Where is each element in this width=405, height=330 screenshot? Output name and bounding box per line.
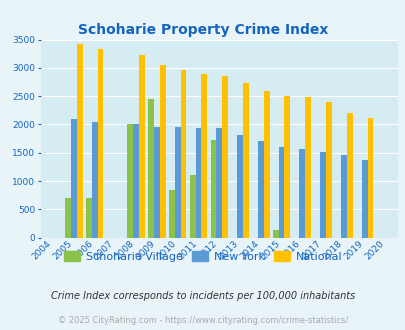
Bar <box>298 149 305 238</box>
Bar <box>242 83 248 238</box>
Bar <box>92 122 97 238</box>
Bar <box>168 189 175 238</box>
Bar <box>305 97 310 238</box>
Bar <box>340 155 346 238</box>
Text: Crime Index corresponds to incidents per 100,000 inhabitants: Crime Index corresponds to incidents per… <box>51 291 354 301</box>
Bar <box>139 55 145 238</box>
Text: Schoharie Property Crime Index: Schoharie Property Crime Index <box>78 23 327 37</box>
Bar <box>361 160 367 238</box>
Bar <box>278 147 284 238</box>
Bar <box>222 76 227 238</box>
Bar <box>189 175 195 238</box>
Bar <box>97 49 103 238</box>
Legend: Schoharie Village, New York, National: Schoharie Village, New York, National <box>59 247 346 267</box>
Bar <box>160 65 165 238</box>
Bar <box>153 127 160 238</box>
Bar <box>175 127 180 238</box>
Text: © 2025 CityRating.com - https://www.cityrating.com/crime-statistics/: © 2025 CityRating.com - https://www.city… <box>58 316 347 325</box>
Bar <box>216 128 222 238</box>
Bar <box>320 152 325 238</box>
Bar <box>71 119 77 238</box>
Bar <box>284 96 290 238</box>
Bar <box>263 91 269 238</box>
Bar <box>346 113 352 238</box>
Bar <box>133 124 139 238</box>
Bar <box>195 128 201 238</box>
Bar <box>210 140 216 238</box>
Bar <box>272 230 278 238</box>
Bar <box>148 99 153 238</box>
Bar <box>325 102 331 238</box>
Bar <box>77 44 82 238</box>
Bar <box>127 124 133 238</box>
Bar <box>257 141 263 238</box>
Bar <box>65 198 71 238</box>
Bar <box>86 198 92 238</box>
Bar <box>180 70 186 238</box>
Bar <box>367 118 373 238</box>
Bar <box>201 74 207 238</box>
Bar <box>237 135 242 238</box>
